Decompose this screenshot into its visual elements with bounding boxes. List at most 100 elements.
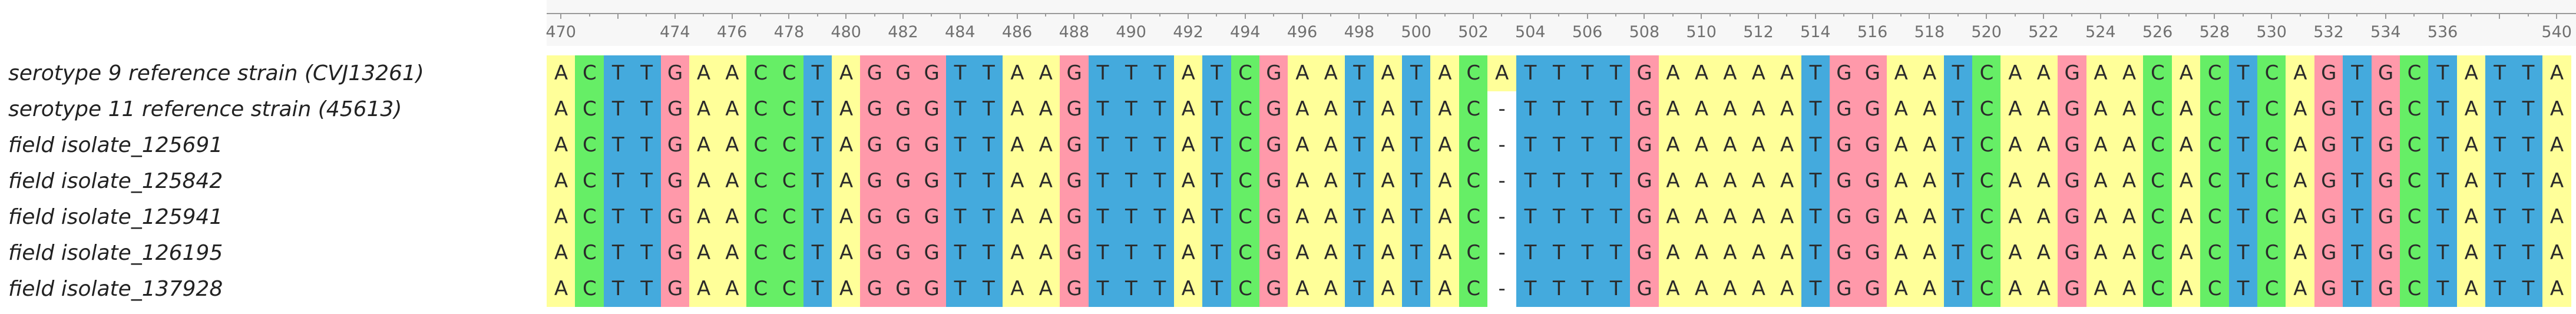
base-cell[interactable]: A: [2000, 127, 2030, 163]
base-cell[interactable]: G: [1830, 199, 1859, 235]
base-cell[interactable]: A: [1173, 163, 1203, 199]
base-cell[interactable]: A: [1373, 55, 1403, 91]
base-cell[interactable]: A: [1316, 271, 1345, 307]
base-cell[interactable]: A: [2171, 271, 2201, 307]
base-cell[interactable]: A: [1173, 91, 1203, 127]
base-cell[interactable]: T: [2514, 127, 2543, 163]
sequence-name[interactable]: field isolate_125941: [8, 205, 223, 229]
base-cell[interactable]: T: [1801, 127, 1830, 163]
base-cell[interactable]: A: [1316, 55, 1345, 91]
base-cell[interactable]: A: [689, 199, 718, 235]
base-cell[interactable]: G: [2058, 127, 2087, 163]
base-cell[interactable]: T: [1145, 235, 1175, 271]
base-cell[interactable]: T: [1601, 199, 1631, 235]
base-cell[interactable]: T: [632, 91, 662, 127]
base-cell[interactable]: T: [1573, 91, 1602, 127]
base-cell[interactable]: A: [2115, 163, 2144, 199]
base-cell[interactable]: A: [2542, 55, 2571, 91]
base-cell[interactable]: G: [2058, 235, 2087, 271]
base-cell[interactable]: G: [1830, 235, 1859, 271]
base-cell[interactable]: G: [917, 235, 947, 271]
base-cell[interactable]: T: [1516, 271, 1545, 307]
base-cell[interactable]: T: [2343, 235, 2372, 271]
base-cell[interactable]: T: [2343, 55, 2372, 91]
base-cell[interactable]: A: [717, 235, 747, 271]
base-cell[interactable]: C: [575, 91, 604, 127]
base-cell[interactable]: C: [746, 235, 775, 271]
base-cell[interactable]: G: [888, 55, 918, 91]
base-cell[interactable]: T: [2485, 235, 2515, 271]
base-cell[interactable]: T: [974, 163, 1003, 199]
base-cell[interactable]: T: [603, 199, 633, 235]
base-cell[interactable]: A: [1687, 55, 1716, 91]
base-cell[interactable]: G: [1259, 55, 1288, 91]
base-cell[interactable]: A: [1687, 163, 1716, 199]
base-cell[interactable]: G: [1630, 235, 1659, 271]
base-cell[interactable]: C: [1231, 91, 1260, 127]
base-cell[interactable]: G: [888, 127, 918, 163]
base-cell[interactable]: A: [2456, 235, 2486, 271]
base-cell[interactable]: T: [1088, 199, 1117, 235]
base-cell[interactable]: A: [2115, 199, 2144, 235]
base-cell[interactable]: A: [1773, 199, 1802, 235]
base-cell[interactable]: A: [832, 271, 861, 307]
base-cell[interactable]: G: [860, 235, 889, 271]
base-cell[interactable]: T: [1573, 163, 1602, 199]
base-cell[interactable]: A: [2542, 163, 2571, 199]
base-cell[interactable]: A: [1715, 91, 1745, 127]
base-cell[interactable]: C: [775, 235, 804, 271]
base-cell[interactable]: C: [746, 91, 775, 127]
base-cell[interactable]: T: [1402, 55, 1431, 91]
base-cell[interactable]: T: [1516, 91, 1545, 127]
base-cell[interactable]: G: [1858, 91, 1887, 127]
base-cell[interactable]: T: [2485, 199, 2515, 235]
base-cell[interactable]: A: [1886, 91, 1916, 127]
base-cell[interactable]: G: [917, 91, 947, 127]
base-cell[interactable]: T: [1402, 163, 1431, 199]
base-cell[interactable]: G: [1630, 55, 1659, 91]
base-cell[interactable]: A: [1773, 163, 1802, 199]
base-cell[interactable]: T: [1402, 127, 1431, 163]
base-cell[interactable]: A: [1430, 127, 1460, 163]
base-cell[interactable]: A: [2029, 271, 2058, 307]
base-cell[interactable]: A: [832, 55, 861, 91]
base-cell[interactable]: A: [689, 127, 718, 163]
base-cell[interactable]: A: [1773, 55, 1802, 91]
base-cell[interactable]: A: [547, 199, 576, 235]
base-cell[interactable]: T: [2428, 199, 2458, 235]
base-cell[interactable]: T: [2343, 271, 2372, 307]
base-cell[interactable]: T: [1202, 91, 1232, 127]
base-cell[interactable]: A: [1886, 199, 1916, 235]
base-cell[interactable]: T: [2343, 127, 2372, 163]
base-cell[interactable]: G: [917, 199, 947, 235]
base-cell[interactable]: G: [2058, 271, 2087, 307]
base-cell[interactable]: G: [660, 199, 690, 235]
base-cell[interactable]: T: [974, 199, 1003, 235]
sequence-name[interactable]: field isolate_125691: [8, 133, 223, 157]
base-cell[interactable]: C: [575, 55, 604, 91]
base-cell[interactable]: C: [2400, 91, 2429, 127]
base-cell[interactable]: A: [689, 235, 718, 271]
base-cell[interactable]: A: [1744, 271, 1773, 307]
base-cell[interactable]: A: [2115, 55, 2144, 91]
base-cell[interactable]: G: [2371, 199, 2400, 235]
base-cell[interactable]: G: [1060, 55, 1089, 91]
base-cell[interactable]: A: [1316, 199, 1345, 235]
base-cell[interactable]: C: [2200, 199, 2230, 235]
base-cell[interactable]: A: [2542, 235, 2571, 271]
base-cell[interactable]: T: [803, 271, 832, 307]
base-cell[interactable]: G: [2314, 55, 2343, 91]
base-cell[interactable]: A: [2000, 91, 2030, 127]
base-cell[interactable]: G: [1630, 91, 1659, 127]
base-cell[interactable]: T: [2428, 127, 2458, 163]
base-cell[interactable]: A: [2286, 55, 2315, 91]
base-cell[interactable]: T: [1402, 199, 1431, 235]
base-cell[interactable]: A: [1003, 235, 1032, 271]
base-cell[interactable]: A: [1288, 271, 1317, 307]
base-cell[interactable]: A: [1715, 127, 1745, 163]
base-cell[interactable]: T: [2514, 55, 2543, 91]
base-cell[interactable]: G: [1858, 55, 1887, 91]
base-cell[interactable]: A: [2456, 271, 2486, 307]
base-cell[interactable]: A: [1373, 235, 1403, 271]
base-cell[interactable]: G: [860, 199, 889, 235]
